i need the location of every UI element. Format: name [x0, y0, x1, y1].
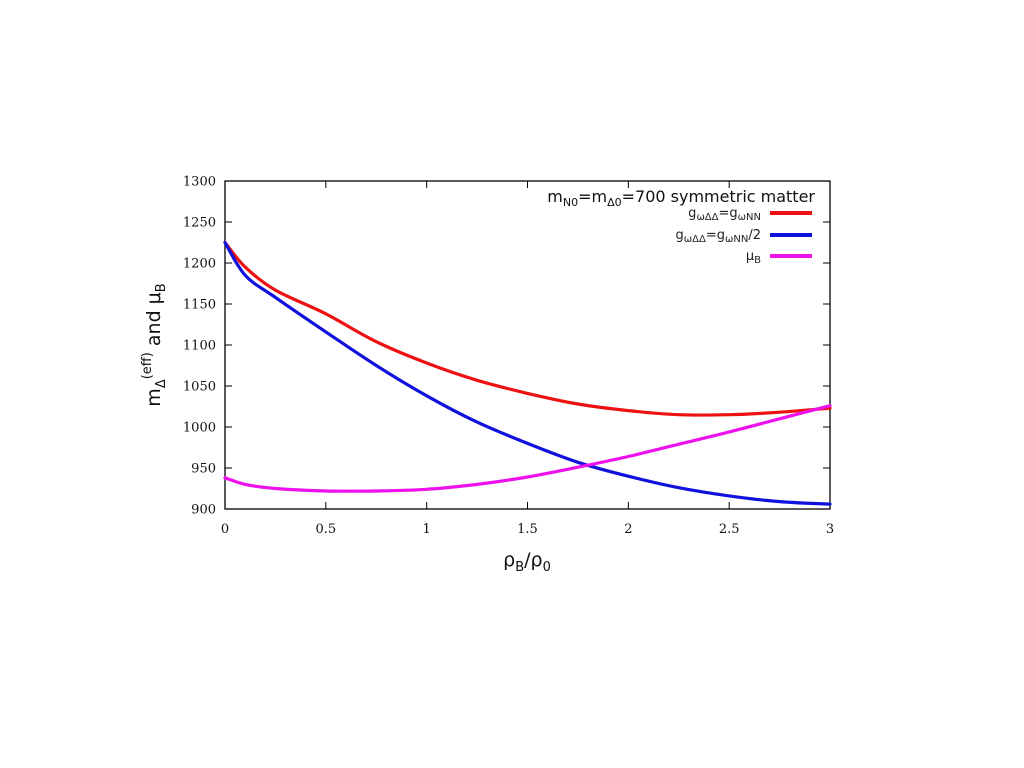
legend-label-part: ωΔΔ [684, 234, 706, 245]
legend-label-part: =g [719, 206, 738, 221]
chart-title: mN0=mΔ0=700 symmetric matter [547, 187, 815, 209]
x-tick-label: 1 [423, 522, 431, 537]
y-tick-label: 1100 [183, 339, 216, 354]
x-tick-label: 2 [624, 522, 632, 537]
legend-label-part: g [688, 206, 696, 221]
x-tick-label: 2.5 [719, 522, 740, 537]
legend-label-part: ωNN [725, 234, 748, 245]
tick-labels: 0 0.5 1 1.5 2 2.5 3 900 950 1000 1050 1100 1150 1200 1… [183, 175, 834, 538]
y-tick-label: 1200 [183, 257, 216, 272]
legend-label: gωΔΔ=gωNN [688, 206, 761, 223]
y-tick-label: 1150 [183, 298, 216, 313]
x-axis-label: ρB/ρ0 [503, 549, 551, 575]
series-line-g-omega-delta-equal [223, 240, 832, 417]
y-tick-label: 1300 [183, 175, 216, 190]
y-tick-label: 950 [191, 462, 216, 477]
legend-label-part: ωNN [738, 212, 761, 223]
x-tick-label: 0.5 [315, 522, 336, 537]
y-tick-label: 900 [191, 503, 216, 518]
legend-label-part: /2 [748, 228, 761, 243]
legend-label: gωΔΔ=gωNN/2 [676, 228, 761, 245]
legend-label-part: B [754, 255, 761, 266]
legend-entry-g-omega-delta-equal: gωΔΔ=gωNN [688, 206, 812, 223]
series-line-g-omega-delta-half [223, 240, 832, 506]
legend-label-part: g [676, 228, 684, 243]
series-line-mu-b [223, 404, 832, 493]
legend-entry-mu-b: μB [746, 249, 812, 266]
y-tick-label: 1250 [183, 216, 216, 231]
y-tick-label: 1000 [183, 421, 216, 436]
y-axis-label: mΔ(eff) and μB [140, 283, 169, 406]
x-tick-label: 3 [826, 522, 834, 537]
y-tick-label: 1050 [183, 380, 216, 395]
series-lines [223, 240, 832, 506]
legend-label-part: ωΔΔ [696, 212, 718, 223]
legend-entry-g-omega-delta-half: gωΔΔ=gωNN/2 [676, 228, 812, 245]
plot-frame [224, 180, 831, 510]
x-tick-label: 0 [221, 522, 229, 537]
legend-label: μB [746, 249, 761, 266]
legend-label-part: μ [746, 249, 754, 264]
ticks [224, 180, 831, 510]
legend-label-part: =g [706, 228, 725, 243]
x-tick-label: 1.5 [517, 522, 538, 537]
